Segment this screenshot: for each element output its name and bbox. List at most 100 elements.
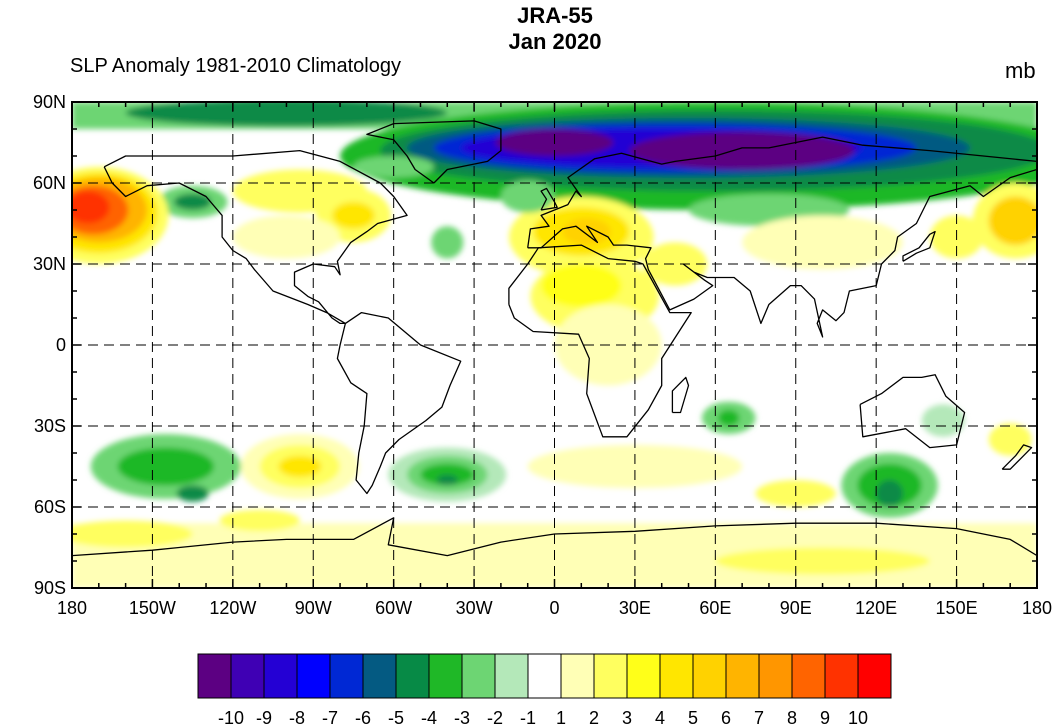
coastlines (72, 120, 1037, 557)
colorbar-swatch (857, 653, 892, 699)
colorbar-swatch (362, 653, 397, 699)
coastline-japan (902, 230, 936, 262)
longitude-label: 90E (780, 598, 812, 618)
longitude-label: 150E (936, 598, 978, 618)
latitude-label: 0 (56, 335, 66, 355)
latitude-label: 90S (34, 578, 66, 598)
coastline-greenland (366, 120, 502, 184)
colorbar-label: -9 (256, 708, 272, 728)
anomaly-region (232, 215, 341, 259)
colorbar-label: -5 (388, 708, 404, 728)
anomaly-region (431, 226, 464, 259)
colorbar-swatch (758, 653, 793, 699)
colorbar-swatch (593, 653, 628, 699)
colorbar-label: -7 (322, 708, 338, 728)
longitude-label: 120W (209, 598, 256, 618)
anomaly-region (527, 444, 743, 489)
latitude-label: 60S (34, 497, 66, 517)
colorbar-label: 5 (688, 708, 698, 728)
anomaly-region (921, 404, 965, 437)
anomaly-region (219, 509, 300, 532)
coastline-australia (859, 374, 966, 449)
colorbar-label: -10 (218, 708, 244, 728)
anomaly-region (125, 102, 448, 127)
anomaly-region (742, 215, 903, 270)
axis-ticks (71, 101, 1038, 589)
longitude-label: 0 (549, 598, 559, 618)
colorbar-label: 1 (556, 708, 566, 728)
anomaly-field (72, 102, 1037, 588)
longitude-label: 30W (456, 598, 493, 618)
anomaly-region (988, 196, 1037, 246)
anomaly-region (278, 455, 322, 478)
anomaly-region (176, 485, 209, 502)
anomaly-region (436, 474, 458, 486)
colorbar-label: 8 (787, 708, 797, 728)
longitude-label: 180 (1022, 598, 1052, 618)
colorbar-label: 4 (655, 708, 665, 728)
coastline-britain (540, 187, 558, 211)
colorbar-swatch (296, 653, 331, 699)
colorbar-label: -2 (487, 708, 503, 728)
colorbar-swatch (494, 653, 529, 699)
colorbar-swatch (428, 653, 463, 699)
colorbar-label: -3 (454, 708, 470, 728)
colorbar-swatch (395, 653, 430, 699)
anomaly-region (332, 201, 375, 229)
anomaly-region (117, 447, 215, 486)
longitude-label: 180 (57, 598, 87, 618)
title-line-2: Jan 2020 (508, 29, 602, 54)
colorbar-swatch (824, 653, 859, 699)
latitude-label: 90N (33, 92, 66, 112)
coastline-new-zealand (1001, 444, 1033, 470)
coastline-south-america (336, 311, 462, 495)
colorbar-label: 2 (589, 708, 599, 728)
colorbar-swatch (560, 653, 595, 699)
latitude-label: 60N (33, 173, 66, 193)
colorbar-swatch (725, 653, 760, 699)
colorbar-swatch (791, 653, 826, 699)
anomaly-region (715, 547, 930, 575)
left-subtitle: SLP Anomaly 1981-2010 Climatology (70, 55, 401, 77)
colorbar-label: -1 (520, 708, 536, 728)
anomaly-region (642, 242, 708, 286)
colorbar-swatch (197, 653, 232, 699)
colorbar-label: -6 (355, 708, 371, 728)
coastline-antarctica (72, 517, 1037, 557)
title-line-1: JRA-55 (517, 3, 593, 28)
anomaly-region (541, 264, 622, 308)
longitude-label: 150W (129, 598, 176, 618)
anomaly-region (72, 191, 110, 224)
anomaly-region (72, 520, 193, 548)
anomaly-region (876, 480, 903, 507)
colorbar-label: -4 (421, 708, 437, 728)
colorbar-swatch (527, 653, 562, 699)
coastline-eurasia (527, 136, 1037, 338)
anomaly-region (988, 423, 1032, 456)
anomaly-region (562, 218, 611, 246)
colorbar-swatch (692, 653, 727, 699)
anomaly-region (500, 180, 555, 213)
longitude-label: 60W (375, 598, 412, 618)
colorbar-swatch (230, 653, 265, 699)
longitude-label: 30E (619, 598, 651, 618)
longitude-label: 120E (855, 598, 897, 618)
coastline-madagascar (671, 376, 690, 414)
colorbar-label: 6 (721, 708, 731, 728)
colorbar-swatch (659, 653, 694, 699)
colorbar-label: 7 (754, 708, 764, 728)
latitude-label: 30N (33, 254, 66, 274)
colorbar-swatch (263, 653, 298, 699)
anomaly-region (173, 193, 212, 210)
colorbar-label: 9 (820, 708, 830, 728)
colorbar-label: 10 (848, 708, 868, 728)
longitude-label: 60E (699, 598, 731, 618)
units-label: mb (1005, 58, 1036, 83)
coastline-africa (508, 244, 692, 438)
longitude-label: 90W (295, 598, 332, 618)
colorbar-swatch (626, 653, 661, 699)
colorbar-label: -8 (289, 708, 305, 728)
colorbar: -10 -9 -8 -7 -6 -5 -4 -3 -2 -1 1 2 3 4 5 6 7 8 9 10 (197, 653, 892, 728)
